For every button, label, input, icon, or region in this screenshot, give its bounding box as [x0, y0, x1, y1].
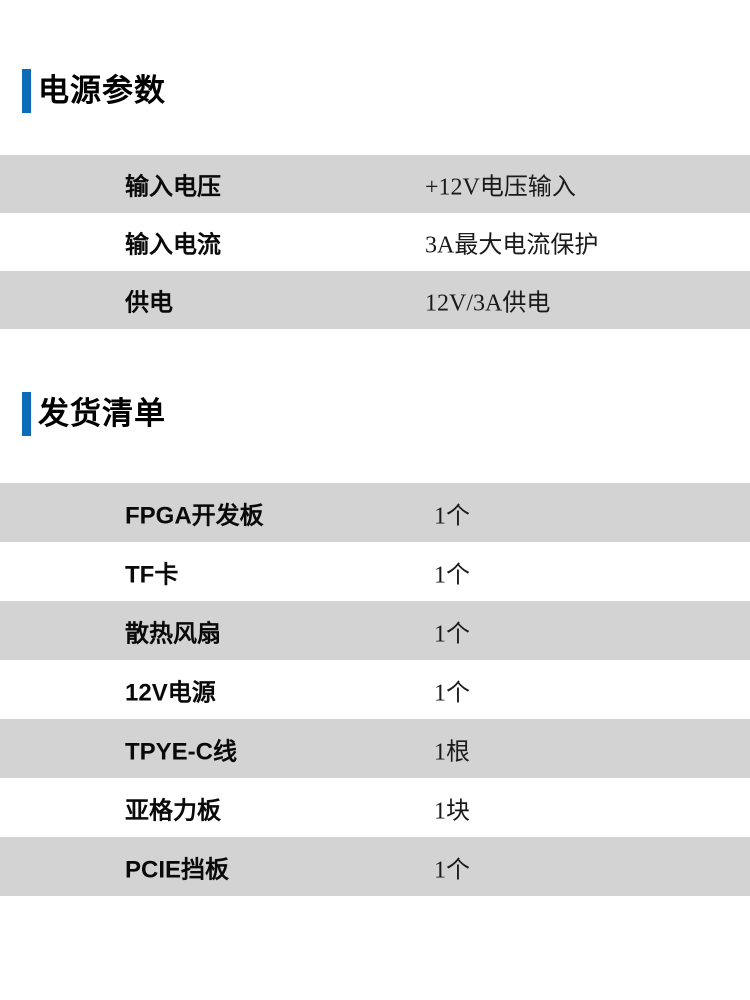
table-row: 供电 12V/3A供电	[0, 271, 750, 329]
item-label: TPYE-C线	[125, 738, 238, 765]
table-row: 输入电流 3A最大电流保护	[0, 213, 750, 271]
spec-value: 12V/3A供电	[425, 290, 551, 317]
item-quantity: 1个	[434, 562, 470, 588]
accent-bar	[22, 69, 31, 113]
power-section-header: 电源参数	[22, 69, 166, 113]
item-quantity: 1个	[434, 503, 470, 529]
item-label: TF卡	[125, 561, 179, 588]
spec-label: 供电	[125, 289, 173, 317]
item-quantity: 1个	[434, 621, 470, 647]
table-row: 亚格力板 1块	[0, 778, 750, 837]
item-label: FPGA开发板	[125, 502, 264, 529]
item-quantity: 1块	[434, 798, 470, 824]
power-spec-table: 输入电压 +12V电压输入 输入电流 3A最大电流保护 供电 12V/3A供电	[0, 155, 750, 329]
shipping-section-header: 发货清单	[22, 392, 166, 436]
spec-label: 输入电压	[125, 173, 221, 201]
spec-label: 输入电流	[125, 231, 221, 259]
table-row: 输入电压 +12V电压输入	[0, 155, 750, 213]
table-row: 12V电源 1个	[0, 660, 750, 719]
item-label: 亚格力板	[125, 797, 221, 824]
table-row: TF卡 1个	[0, 542, 750, 601]
power-section-title: 电源参数	[38, 73, 166, 108]
item-label: 散热风扇	[125, 620, 221, 647]
item-label: PCIE挡板	[125, 856, 230, 883]
item-quantity: 1个	[434, 857, 470, 883]
table-row: PCIE挡板 1个	[0, 837, 750, 896]
table-row: 散热风扇 1个	[0, 601, 750, 660]
shipping-list-table: FPGA开发板 1个 TF卡 1个 散热风扇 1个 12V电源 1个 TPYE-…	[0, 483, 750, 896]
table-row: TPYE-C线 1根	[0, 719, 750, 778]
table-row: FPGA开发板 1个	[0, 483, 750, 542]
spec-value: +12V电压输入	[425, 174, 576, 201]
shipping-section-title: 发货清单	[38, 396, 166, 431]
item-label: 12V电源	[125, 679, 216, 706]
item-quantity: 1根	[434, 739, 470, 765]
item-quantity: 1个	[434, 680, 470, 706]
accent-bar	[22, 392, 31, 436]
spec-value: 3A最大电流保护	[425, 232, 599, 259]
